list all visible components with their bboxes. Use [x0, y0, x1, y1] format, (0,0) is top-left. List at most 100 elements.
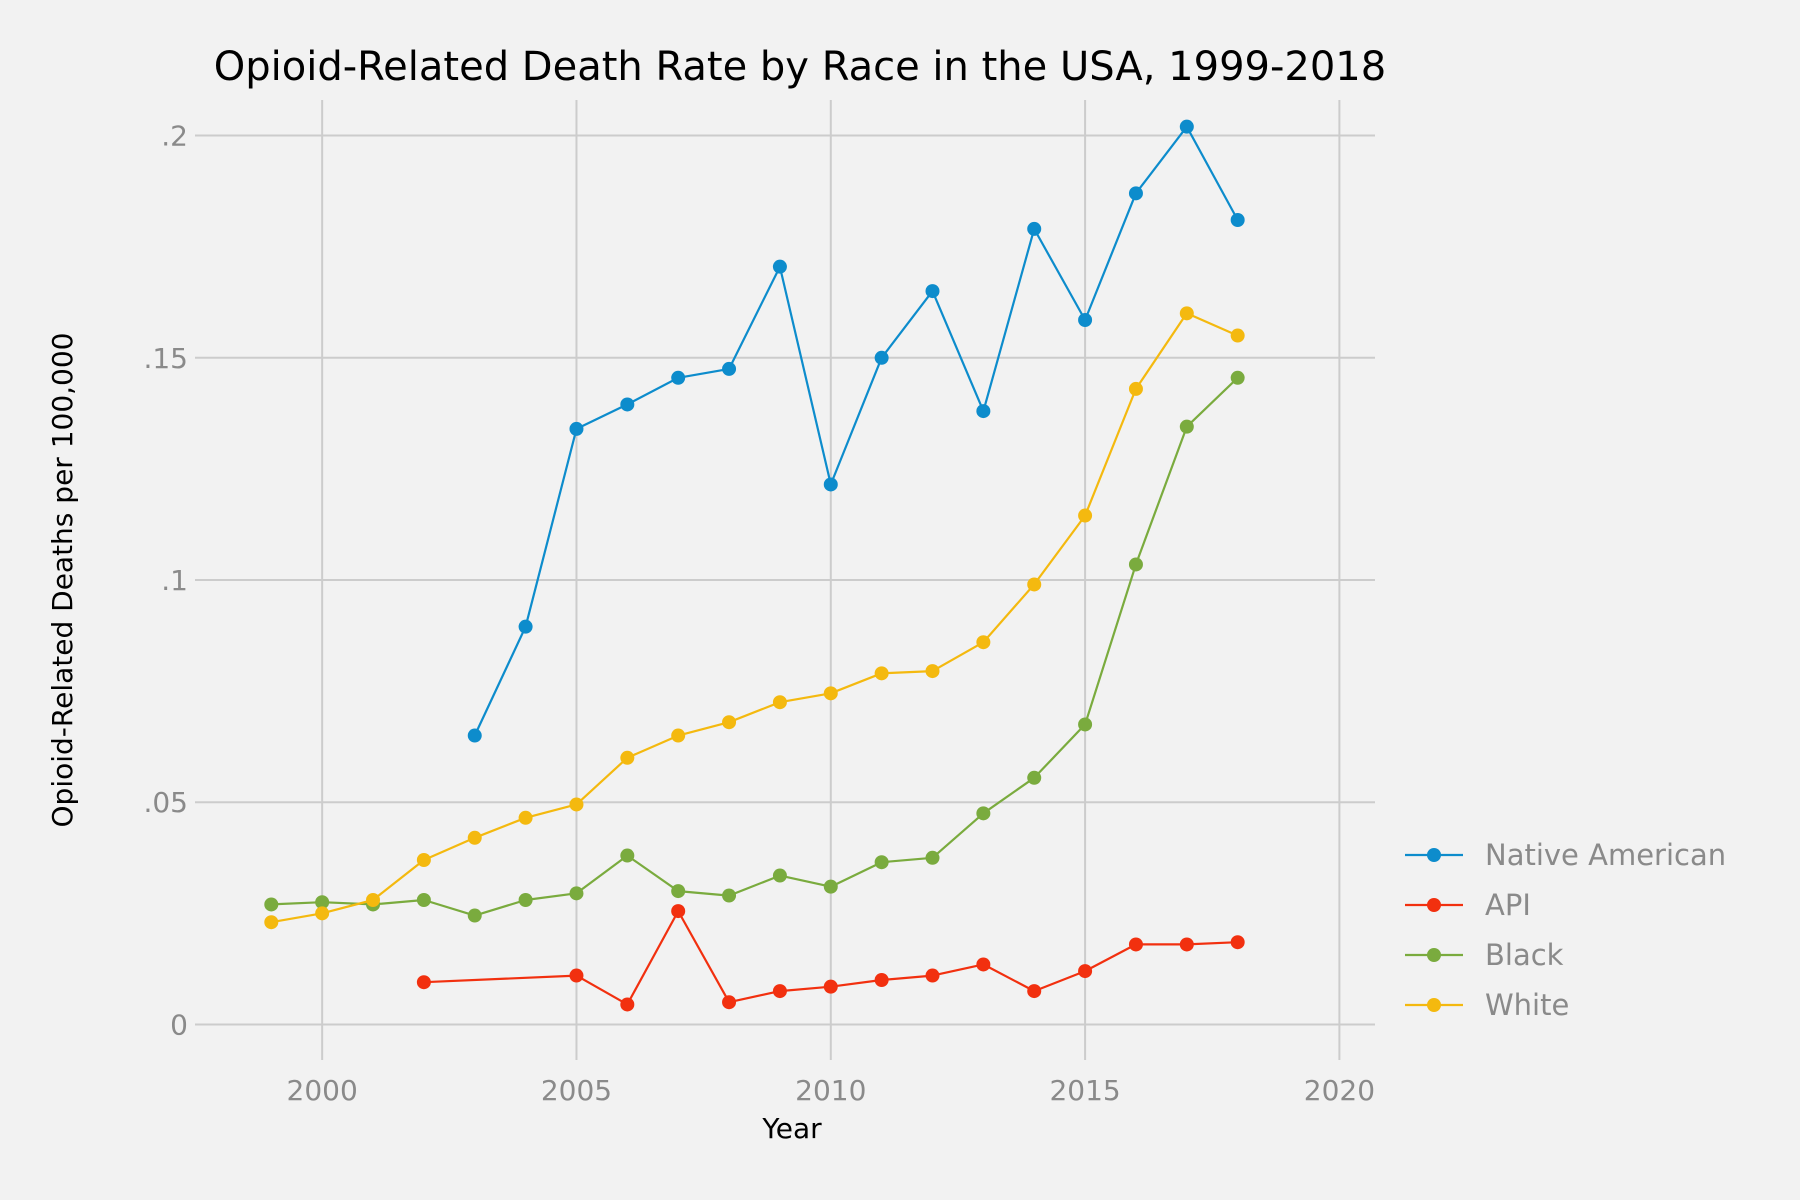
data-point-native-american-2009 — [772, 259, 787, 274]
y-tick-label-4: .2 — [161, 120, 188, 153]
data-point-black-2016 — [1128, 557, 1143, 572]
data-point-white-2007 — [671, 728, 686, 743]
data-point-native-american-2016 — [1128, 186, 1143, 201]
data-point-black-2017 — [1179, 419, 1194, 434]
data-point-native-american-2007 — [671, 370, 686, 385]
data-point-api-2008 — [722, 995, 737, 1010]
data-point-black-2003 — [467, 908, 482, 923]
legend-item-black: Black — [1405, 938, 1564, 972]
data-point-white-2016 — [1128, 381, 1143, 396]
data-point-api-2006 — [620, 997, 635, 1012]
legend-item-api: API — [1405, 888, 1531, 922]
data-point-native-american-2018 — [1230, 213, 1245, 227]
series-line-native-american — [473, 125, 1239, 737]
data-point-native-american-2010 — [823, 477, 838, 492]
data-point-api-2011 — [874, 973, 889, 987]
data-point-white-2013 — [976, 635, 991, 650]
legend-label-black: Black — [1485, 938, 1564, 972]
series-api — [416, 904, 1245, 1012]
y-tick-label-2: .1 — [161, 564, 188, 597]
x-axis-title: Year — [761, 1112, 822, 1145]
data-point-native-american-2011 — [874, 350, 889, 365]
legend-label-api: API — [1485, 888, 1531, 922]
data-point-white-2005 — [569, 797, 584, 812]
data-point-black-2006 — [620, 848, 635, 863]
data-point-native-american-2004 — [518, 619, 533, 634]
legend-marker-white — [1427, 998, 1441, 1012]
y-tick-label-0: 0 — [170, 1008, 188, 1041]
data-point-white-2003 — [467, 830, 482, 845]
legend-item-native-american: Native American — [1405, 838, 1726, 872]
data-point-black-1999 — [264, 897, 279, 912]
data-point-native-american-2005 — [569, 421, 584, 436]
data-point-black-2009 — [772, 868, 787, 883]
data-point-native-american-2014 — [1027, 221, 1042, 236]
data-point-native-american-2003 — [467, 728, 482, 743]
y-tick-label-1: .05 — [143, 786, 188, 819]
data-point-api-2005 — [569, 968, 584, 983]
data-point-api-2015 — [1078, 964, 1093, 979]
data-point-white-1999 — [264, 915, 279, 930]
x-tick-label-2020: 2020 — [1304, 1074, 1375, 1107]
y-axis-tick-labels: 0 .05 .1 .15 .2 — [143, 120, 188, 1042]
data-point-white-2002 — [416, 853, 431, 867]
data-point-api-2017 — [1179, 937, 1194, 952]
gridlines — [195, 100, 1375, 1060]
legend-label-white: White — [1485, 988, 1569, 1022]
data-point-native-american-2008 — [722, 361, 737, 376]
data-point-black-2014 — [1027, 770, 1042, 785]
legend-marker-black — [1427, 948, 1441, 962]
data-point-black-2005 — [569, 886, 584, 901]
data-point-native-american-2017 — [1179, 119, 1194, 134]
data-point-white-2004 — [518, 810, 533, 825]
data-point-white-2009 — [772, 695, 787, 710]
data-point-black-2012 — [925, 850, 940, 865]
data-point-black-2002 — [416, 893, 431, 907]
series-line-black — [271, 377, 1239, 917]
data-point-white-2006 — [620, 750, 635, 765]
data-point-api-2009 — [772, 984, 787, 999]
data-point-black-2013 — [976, 806, 991, 821]
data-point-white-2012 — [925, 664, 940, 679]
data-point-black-2011 — [874, 855, 889, 870]
data-point-native-american-2015 — [1078, 313, 1093, 327]
data-point-api-2010 — [823, 979, 838, 994]
data-point-native-american-2013 — [976, 404, 991, 419]
y-axis-title: Opioid-Related Deaths per 100,000 — [46, 333, 79, 828]
data-point-black-2010 — [823, 879, 838, 894]
data-point-black-2007 — [671, 884, 686, 899]
legend-label-native-american: Native American — [1485, 838, 1726, 872]
data-point-api-2014 — [1027, 984, 1042, 999]
y-tick-label-3: .15 — [143, 342, 188, 375]
data-point-white-2018 — [1230, 328, 1245, 343]
data-point-white-2014 — [1027, 577, 1042, 592]
data-point-api-2002 — [416, 975, 431, 990]
x-tick-label-2015: 2015 — [1049, 1074, 1120, 1107]
series-line-white — [271, 312, 1239, 924]
data-point-white-2010 — [823, 686, 838, 701]
data-point-api-2007 — [671, 904, 686, 919]
chart-title: Opioid-Related Death Rate by Race in the… — [214, 44, 1386, 90]
data-point-black-2000 — [315, 895, 330, 910]
legend-item-white: White — [1405, 988, 1569, 1022]
data-point-black-2018 — [1230, 370, 1245, 385]
data-point-black-2004 — [518, 893, 533, 907]
series-layer — [264, 119, 1245, 1012]
data-point-native-american-2006 — [620, 397, 635, 412]
data-point-white-2011 — [874, 666, 889, 681]
series-native-american — [467, 119, 1245, 743]
series-white — [264, 306, 1245, 930]
x-tick-label-2000: 2000 — [287, 1074, 358, 1107]
data-point-black-2008 — [722, 888, 737, 903]
data-point-api-2012 — [925, 968, 940, 983]
series-black — [264, 370, 1245, 923]
data-point-api-2013 — [976, 957, 991, 972]
data-point-api-2018 — [1230, 935, 1245, 950]
legend-marker-native-american — [1427, 848, 1441, 862]
data-point-api-2016 — [1128, 937, 1143, 952]
legend: Native American API Black White — [1405, 838, 1726, 1022]
data-point-white-2015 — [1078, 508, 1093, 523]
data-point-white-2001 — [366, 893, 381, 907]
